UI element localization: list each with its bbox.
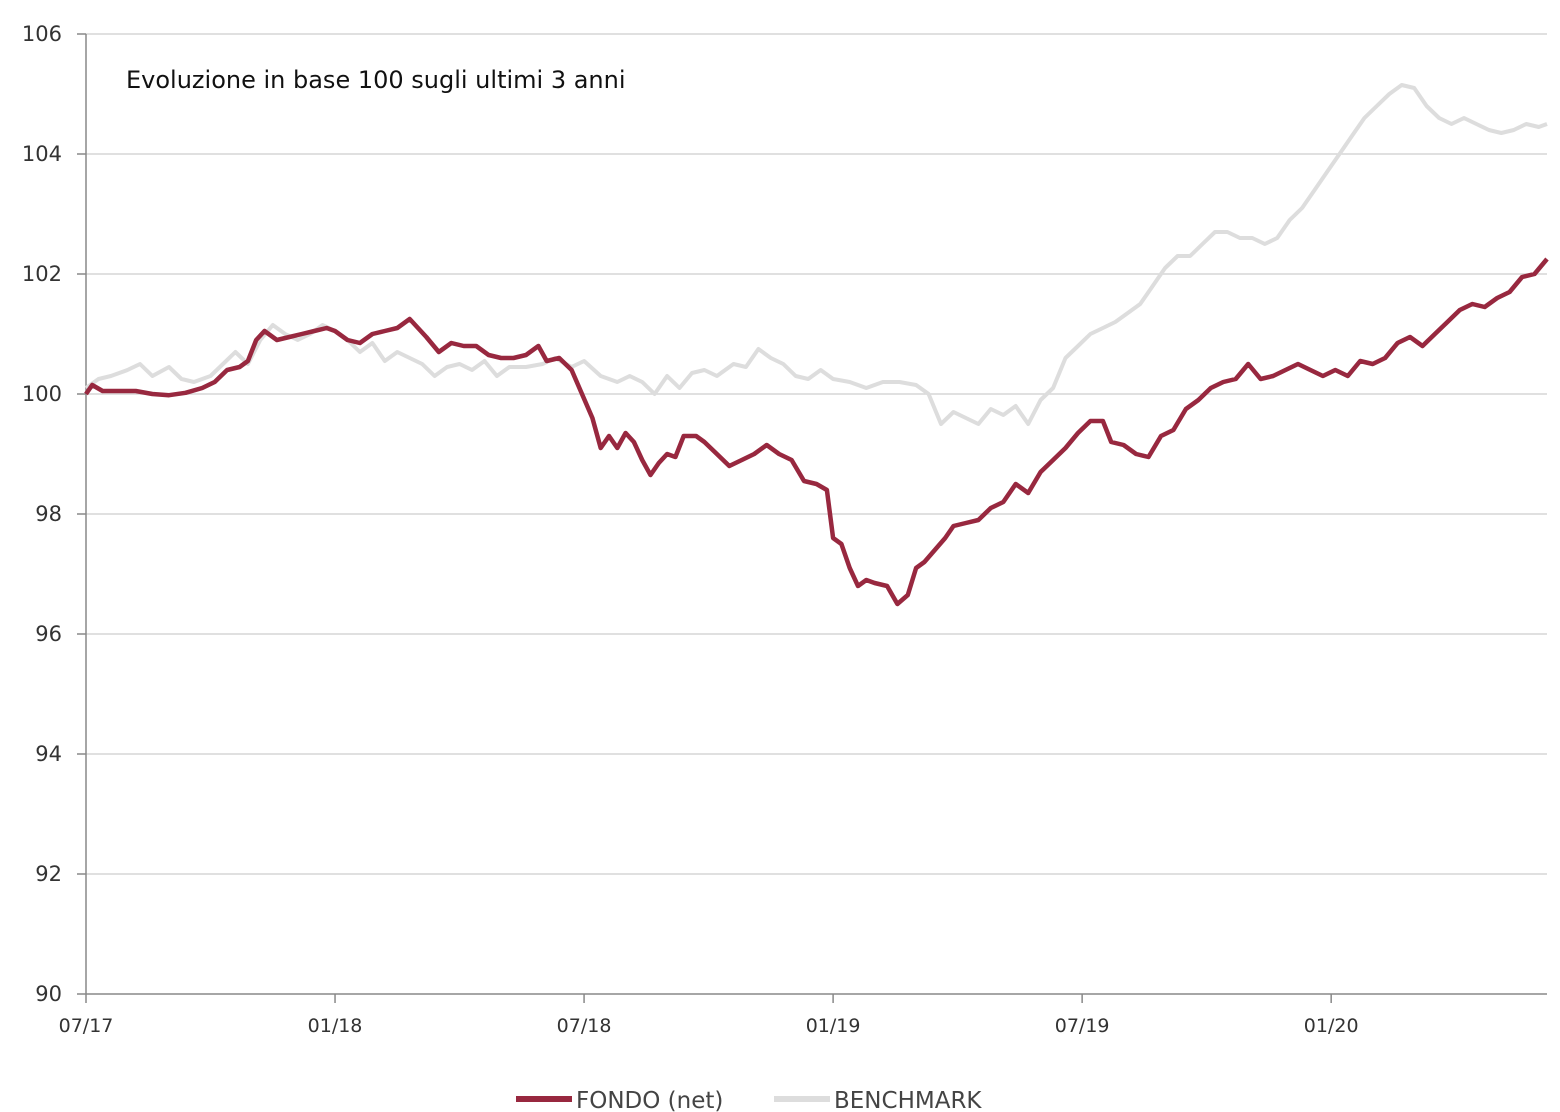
axes: 90 92 94 96 98 100 102 104 106 07/17 01/18 07/18 01/… [22,22,1547,1037]
y-tick-label: 90 [35,982,62,1006]
series-line-fondo [84,257,1549,607]
y-tick-label: 98 [35,502,62,526]
x-tick-label: 07/19 [1055,1015,1110,1037]
x-tick-label: 01/18 [308,1015,363,1037]
legend-label-fondo: FONDO (net) [576,1088,723,1112]
x-tick-label: 07/18 [557,1015,612,1037]
legend-label-benchmark: BENCHMARK [834,1088,982,1112]
y-tick-label: 102 [22,262,62,286]
series-lines [84,83,1549,607]
x-tick-label: 01/20 [1304,1015,1359,1037]
y-tick-label: 96 [35,622,62,646]
grid-lines [86,33,1547,875]
y-tick-label: 106 [22,22,62,46]
legend: FONDO (net) BENCHMARK [516,1088,982,1112]
y-tick-label: 92 [35,862,62,886]
y-tick-label: 100 [22,382,62,406]
y-tick-label: 94 [35,742,62,766]
x-tick-label: 07/17 [59,1015,114,1037]
chart-title: Evoluzione in base 100 sugli ultimi 3 an… [126,66,626,94]
x-tick-label: 01/19 [806,1015,861,1037]
y-tick-label: 104 [22,142,62,166]
